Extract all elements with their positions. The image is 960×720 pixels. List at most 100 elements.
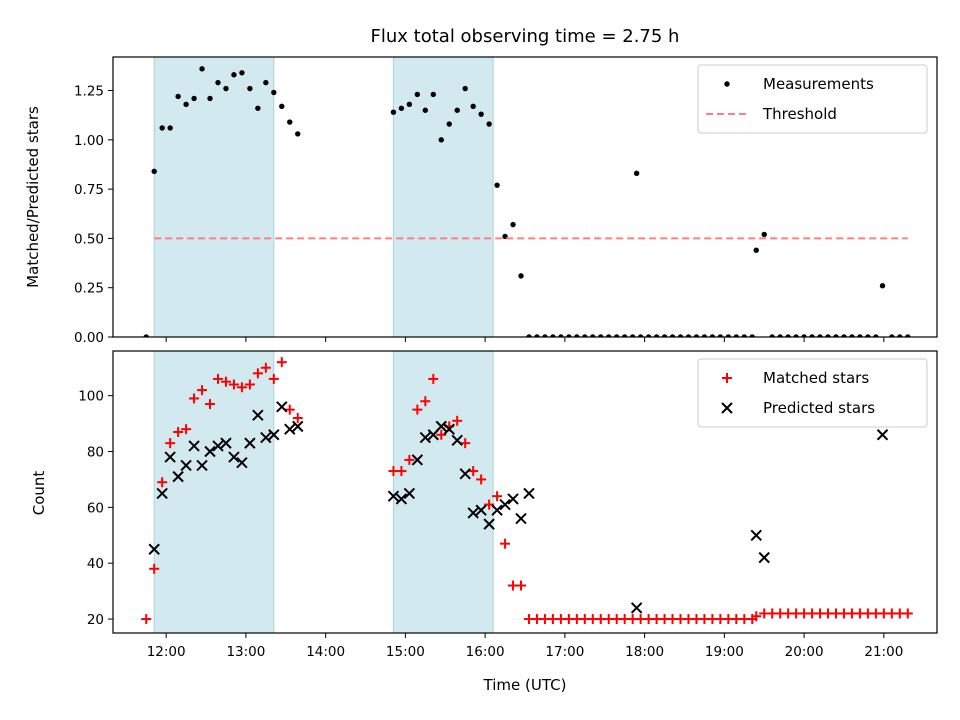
measurement-point [801, 334, 807, 337]
measurement-point [693, 334, 700, 337]
predicted-star-point [164, 451, 176, 463]
matched-star-point [902, 608, 913, 619]
legend-label: Threshold [762, 105, 837, 123]
predicted-star-point [491, 504, 503, 516]
measurement-point [215, 79, 221, 86]
matched-star-point [244, 379, 255, 390]
predicted-star-point [467, 507, 479, 519]
predicted-star-point [156, 487, 168, 500]
measurement-point [287, 119, 293, 125]
measurement-point [430, 91, 436, 98]
matched-star-point [276, 357, 287, 368]
measurement-point [414, 91, 421, 98]
predicted-star-point [276, 401, 288, 413]
measurement-point [725, 334, 732, 337]
measurement-point [143, 334, 149, 337]
measurement-point [446, 121, 452, 127]
chart-title: Flux total observing time = 2.75 h [371, 26, 680, 47]
measurement-point [175, 93, 181, 100]
matched-star-point [420, 396, 431, 407]
measurement-point [849, 334, 855, 337]
measurement-point [637, 334, 644, 337]
measurement-point [701, 334, 708, 337]
matched-star-point [252, 368, 263, 379]
measurement-point [398, 105, 405, 111]
y-tick-label: 0.25 [74, 281, 104, 297]
predicted-star-point [451, 434, 463, 447]
predicted-star-point [750, 529, 762, 541]
matched-star-point [500, 538, 511, 549]
matched-star-point [476, 474, 487, 485]
x-tick-label: 21:00 [864, 644, 903, 660]
legend-label: Matched stars [763, 369, 869, 387]
measurement-point [159, 125, 165, 131]
predicted-star-point [403, 487, 416, 500]
matched-star-point [228, 379, 239, 390]
measurement-point [817, 334, 823, 337]
predicted-star-point [284, 423, 296, 435]
legend-marker [724, 81, 730, 87]
measurement-point [606, 334, 612, 337]
predicted-star-point [515, 512, 527, 525]
legend-label: Measurements [763, 75, 874, 93]
measurement-point [614, 334, 620, 337]
matched-star-point [436, 429, 447, 440]
measurement-point [255, 105, 261, 111]
predicted-star-point [188, 440, 200, 452]
y-axis-label-top: Matched/Predicted stars [24, 106, 42, 288]
measurement-point [422, 107, 429, 113]
predicted-star-point [252, 409, 264, 421]
matched-star-point [205, 399, 216, 410]
measurement-point [653, 334, 660, 337]
measurement-point [239, 70, 245, 76]
measurement-point [454, 107, 460, 113]
predicted-star-point [758, 551, 770, 564]
predicted-star-point [630, 602, 643, 614]
measurement-point [793, 334, 799, 337]
predicted-star-point [212, 440, 224, 452]
predicted-star-point [244, 437, 256, 449]
predicted-star-point [236, 456, 248, 469]
matched-star-point [452, 415, 463, 426]
y-tick-label: 1.25 [74, 84, 104, 100]
plot-area [141, 351, 913, 633]
measurement-point [438, 137, 444, 143]
measurement-point [151, 168, 157, 175]
predicted-star-point [523, 487, 535, 500]
x-tick-label: 18:00 [625, 644, 664, 660]
matched-star-point [181, 424, 192, 435]
y-axis-label-bottom: Count [30, 471, 48, 516]
measurement-point [709, 334, 716, 337]
x-tick-label: 17:00 [545, 644, 584, 660]
predicted-star-point [475, 504, 487, 516]
matched-star-point [492, 491, 503, 502]
y-tick-label: 1.00 [74, 133, 104, 149]
measurement-point [271, 89, 277, 96]
matched-star-point [220, 376, 231, 387]
measurement-point [550, 334, 556, 337]
legend: Matched stars Predicted stars [697, 358, 928, 428]
matched-star-point [292, 413, 303, 424]
measurement-point [897, 334, 903, 337]
measurement-point [749, 334, 755, 337]
measurement-point [574, 334, 580, 337]
matched-star-point [284, 404, 295, 415]
y-tick-label: 80 [87, 445, 104, 461]
matched-star-point [460, 438, 471, 449]
measurement-point [809, 334, 815, 337]
matched-star-point [149, 563, 160, 574]
predicted-star-point [228, 451, 240, 463]
measurement-point [462, 85, 468, 92]
measurement-point [841, 334, 847, 337]
measurement-point [207, 95, 213, 102]
matched-star-point [197, 385, 208, 396]
predicted-star-point [148, 543, 160, 555]
measurement-point [263, 79, 269, 86]
top-panel: 0.00 0.25 0.50 0.75 1.00 1.25 Measurements Thre… [74, 56, 938, 346]
predicted-star-point [292, 420, 304, 433]
predicted-star-point [419, 431, 432, 444]
matched-star-point [173, 426, 184, 437]
y-tick-label: 60 [87, 500, 104, 516]
matched-star-point [189, 393, 200, 404]
measurement-point [621, 334, 628, 337]
